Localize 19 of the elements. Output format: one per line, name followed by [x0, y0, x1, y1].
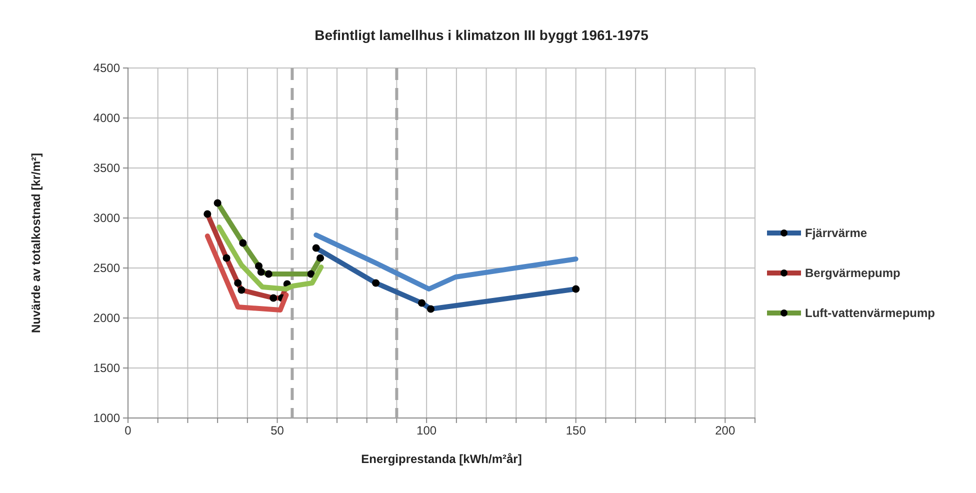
y-tick-label: 2500 [93, 260, 120, 275]
y-tick-label: 4500 [93, 60, 120, 75]
legend-label: Luft-vattenvärmepump [805, 306, 936, 320]
y-tick-label: 2000 [93, 310, 120, 325]
y-tick-label: 3000 [93, 210, 120, 225]
legend-label: Fjärrvärme [805, 226, 868, 240]
x-tick-label: 150 [566, 424, 586, 438]
x-tick-label: 200 [715, 424, 736, 438]
y-tick-label: 3500 [93, 160, 120, 175]
chart-title: Befintligt lamellhus i klimatzon III byggt 1961-1975 [314, 27, 649, 43]
x-tick-label: 0 [124, 424, 132, 438]
y-tick-label: 1500 [93, 360, 120, 375]
y-tick-label: 4000 [93, 110, 120, 125]
y-axis-title: Nuvärde av totalkostnad [kr/m²] [29, 152, 43, 334]
legend-label: Bergvärmepump [805, 266, 900, 280]
x-axis-title: Energiprestanda [kWh/m²år] [361, 452, 522, 466]
x-tick-label: 50 [270, 424, 284, 438]
x-tick-label: 100 [416, 424, 437, 438]
y-tick-label: 1000 [93, 410, 120, 425]
